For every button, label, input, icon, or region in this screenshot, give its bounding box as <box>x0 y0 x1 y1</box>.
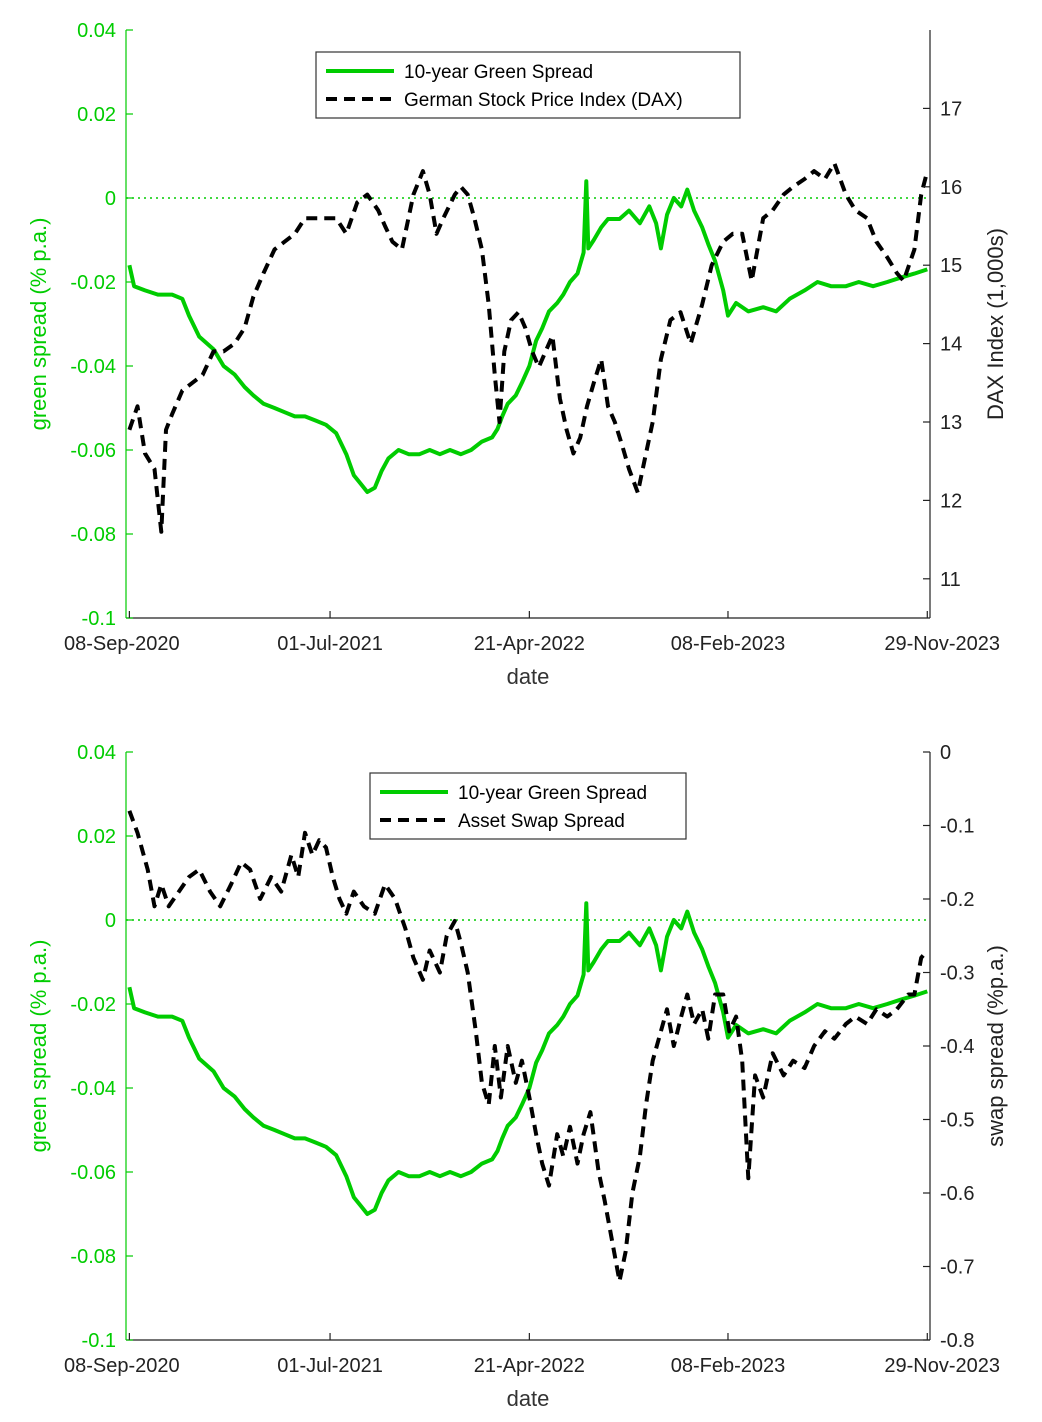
right-y-tick-label: -0.8 <box>940 1330 974 1352</box>
chart-panel-1: -0.1 -0.08 -0.06 -0.04 -0.02 0 0.02 0.04 11 12 13 1… <box>26 20 1008 689</box>
left-y-tick-label: -0.1 <box>82 1330 116 1352</box>
x-tick-label: 08-Sep-2020 <box>64 633 180 655</box>
right-y-axis-title: DAX Index (1,000s) <box>983 228 1008 420</box>
x-tick-label: 29-Nov-2023 <box>884 633 1000 655</box>
right-y-tick-label: -0.6 <box>940 1183 974 1205</box>
left-y-tick-label: 0.04 <box>77 742 116 764</box>
left-y-tick-label: 0.04 <box>77 20 116 42</box>
right-y-axis-title: swap spread (%p.a.) <box>983 945 1008 1147</box>
legend: 10-year Green Spread Asset Swap Spread <box>369 772 687 840</box>
legend-box <box>315 51 741 119</box>
legend: 10-year Green Spread German Stock Price I… <box>315 51 741 119</box>
x-tick-label: 08-Sep-2020 <box>64 1355 180 1377</box>
left-y-tick-label: -0.02 <box>70 272 116 294</box>
x-tick-label: 01-Jul-2021 <box>277 1355 383 1377</box>
x-tick-label: 21-Apr-2022 <box>474 633 585 655</box>
left-y-axis-title: green spread (% p.a.) <box>26 940 51 1153</box>
left-y-tick-label: -0.06 <box>70 1162 116 1184</box>
right-y-tick-label: 0 <box>940 742 951 764</box>
right-y-tick-label: 16 <box>940 177 962 199</box>
x-tick-label: 08-Feb-2023 <box>671 1355 786 1377</box>
right-y-tick-label: 15 <box>940 255 962 277</box>
right-y-tick-label: 14 <box>940 334 962 356</box>
left-y-tick-label: -0.04 <box>70 356 116 378</box>
right-y-tick-label: 12 <box>940 490 962 512</box>
left-y-tick-label: -0.08 <box>70 524 116 546</box>
chart-panel-2: -0.1 -0.08 -0.06 -0.04 -0.02 0 0.02 0.04 -0.8 -0.… <box>26 742 1008 1411</box>
left-y-axis-title: green spread (% p.a.) <box>26 218 51 431</box>
left-y-tick-label: -0.04 <box>70 1078 116 1100</box>
legend-label-2: German Stock Price Index (DAX) <box>404 90 683 111</box>
right-y-tick-label: -0.5 <box>940 1110 974 1132</box>
left-y-tick-label: -0.02 <box>70 994 116 1016</box>
left-y-tick-label: 0 <box>105 188 116 210</box>
right-y-tick-label: 17 <box>940 98 962 120</box>
series-line-green-spread <box>127 901 928 1216</box>
right-y-tick-label: 13 <box>940 412 962 434</box>
x-axis-title: date <box>507 664 550 689</box>
legend-box <box>369 772 687 840</box>
left-y-tick-label: 0.02 <box>77 104 116 126</box>
left-y-tick-label: -0.1 <box>82 608 116 630</box>
x-axis-title: date <box>507 1386 550 1411</box>
left-y-tick-label: 0.02 <box>77 826 116 848</box>
x-tick-label: 08-Feb-2023 <box>671 633 786 655</box>
series-line-asset-swap-spread <box>127 810 929 1284</box>
right-y-tick-label: 11 <box>940 569 961 591</box>
right-y-tick-label: -0.4 <box>940 1036 974 1058</box>
series-line-dax <box>127 161 930 534</box>
left-y-tick-label: -0.08 <box>70 1246 116 1268</box>
right-y-tick-label: -0.3 <box>940 963 974 985</box>
x-tick-label: 01-Jul-2021 <box>277 633 383 655</box>
x-tick-label: 29-Nov-2023 <box>884 1355 1000 1377</box>
left-y-tick-label: 0 <box>105 910 116 932</box>
left-y-tick-label: -0.06 <box>70 440 116 462</box>
x-tick-label: 21-Apr-2022 <box>474 1355 585 1377</box>
legend-label-2: Asset Swap Spread <box>458 811 625 832</box>
right-y-tick-label: -0.7 <box>940 1257 974 1279</box>
legend-label-1: 10-year Green Spread <box>458 783 647 804</box>
legend-label-1: 10-year Green Spread <box>404 62 593 83</box>
right-y-tick-label: -0.1 <box>940 816 974 838</box>
right-y-tick-label: -0.2 <box>940 889 974 911</box>
